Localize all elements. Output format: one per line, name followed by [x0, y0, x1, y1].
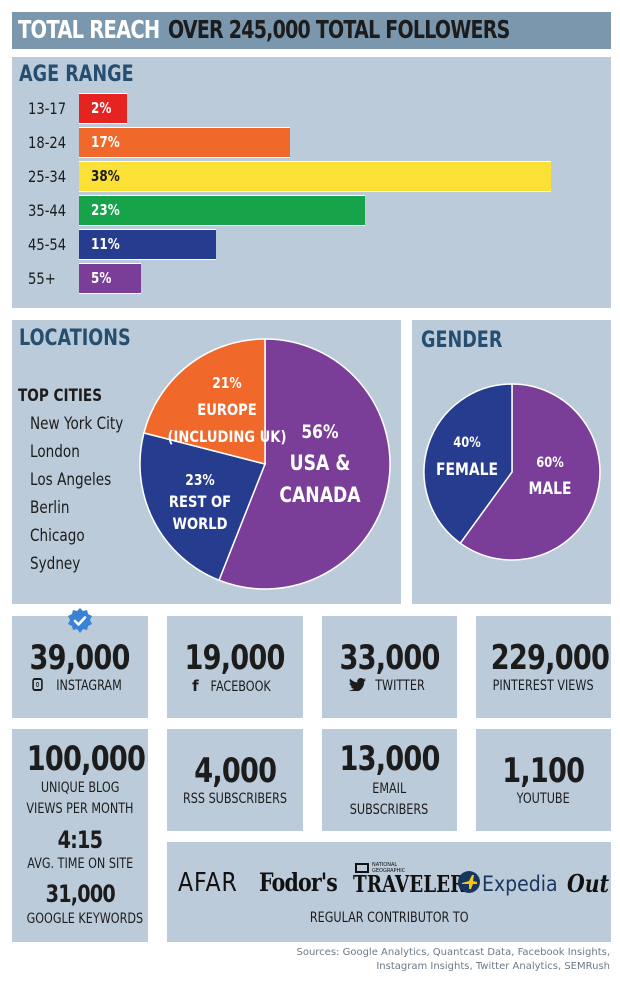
age-bar-value: 11%: [91, 235, 120, 253]
afar-logo: AFAR: [178, 868, 238, 898]
rss-stat: 4,000 RSS SUBSCRIBERS: [167, 729, 303, 831]
pinterest-stat: 229,000 PINTEREST VIEWS: [476, 616, 611, 718]
pie-slice-label: WORLD: [173, 515, 228, 534]
natgeo-border-icon: [355, 863, 369, 873]
pie-slice-label: (INCLUDING UK): [168, 428, 287, 447]
instagram-icon: [31, 678, 43, 691]
email-stat: 13,000 EMAIL SUBSCRIBERS: [322, 729, 457, 831]
pie-slice-percent: 60%: [536, 455, 564, 471]
email-label-2: SUBSCRIBERS: [350, 802, 429, 818]
age-bar-value: 5%: [91, 269, 112, 287]
pie-slice: [459, 383, 601, 561]
city-item: Los Angeles: [30, 470, 112, 490]
pie-slice-label: EUROPE: [197, 401, 256, 420]
gender-title: GENDER: [421, 328, 503, 353]
out-logo: Out: [567, 869, 610, 898]
age-bar: 23%: [79, 195, 365, 226]
contributor-panel: AFAR Fodor's NATIONAL GEOGRAPHIC TRAVELE…: [167, 842, 611, 942]
header-subtitle: OVER 245,000 TOTAL FOLLOWERS: [168, 15, 510, 44]
youtube-stat: 1,100 YOUTUBE: [476, 729, 611, 831]
pie-slice-label: MALE: [528, 479, 571, 499]
keywords-value: 31,000: [45, 880, 115, 908]
age-bar-value: 17%: [91, 133, 120, 151]
gender-pie-chart: 60% MALE 40% FEMALE: [423, 383, 601, 561]
age-bar: 17%: [79, 127, 291, 158]
pie-slice: [218, 338, 391, 590]
youtube-label: YOUTUBE: [516, 791, 571, 807]
age-range-title: AGE RANGE: [19, 62, 134, 87]
traveler-logo: TRAVELER: [353, 871, 466, 898]
twitter-label: TWITTER: [374, 678, 425, 694]
twitter-stat: 33,000 TWITTER: [322, 616, 457, 718]
email-value: 13,000: [339, 739, 440, 779]
twitter-bird-icon: [348, 677, 366, 692]
city-item: Berlin: [30, 498, 70, 518]
pie-slice: [139, 432, 267, 582]
age-category-label: 18-24: [28, 133, 67, 152]
age-category-label: 35-44: [28, 201, 67, 220]
header-bar: TOTAL REACH OVER 245,000 TOTAL FOLLOWERS: [12, 12, 611, 49]
pie-slice: [423, 383, 513, 545]
facebook-label: FACEBOOK: [210, 679, 271, 695]
city-item: London: [30, 442, 80, 462]
expedia-logo: Expedia: [482, 872, 558, 896]
keywords-label: GOOGLE KEYWORDS: [26, 911, 144, 927]
age-bar: 11%: [79, 229, 216, 260]
top-cities-label: TOP CITIES: [18, 386, 103, 406]
header-title: TOTAL REACH: [18, 15, 160, 44]
pie-slice-label: CANADA: [279, 482, 360, 507]
age-bar: 5%: [79, 263, 142, 294]
sources-line-1: Sources: Google Analytics, Quantcast Dat…: [296, 947, 610, 958]
rss-label: RSS SUBSCRIBERS: [182, 791, 288, 807]
age-category-label: 55+: [28, 269, 56, 288]
age-bar-value: 23%: [91, 201, 120, 219]
pie-slice-label: REST OF: [169, 493, 231, 512]
pie-slice-percent: 56%: [301, 422, 338, 444]
blog-views-value: 100,000: [26, 739, 146, 779]
rss-value: 4,000: [193, 751, 277, 791]
verified-badge-icon: [66, 607, 94, 635]
twitter-value: 33,000: [339, 638, 440, 678]
age-bar-value: 2%: [91, 99, 112, 117]
pie-slice: [143, 338, 266, 465]
avg-time-value: 4:15: [57, 826, 103, 854]
sources-line-2: Instagram Insights, Twitter Analytics, S…: [376, 961, 610, 972]
age-bar: 38%: [79, 161, 551, 192]
pie-slice-percent: 21%: [212, 375, 242, 392]
blog-views-label-2: VIEWS PER MONTH: [26, 801, 134, 817]
facebook-stat: 19,000 f FACEBOOK: [167, 616, 303, 718]
locations-title: LOCATIONS: [19, 326, 131, 351]
age-category-label: 13-17: [28, 99, 67, 118]
blog-stat: 100,000 UNIQUE BLOG VIEWS PER MONTH 4:15…: [12, 729, 148, 942]
age-category-label: 25-34: [28, 167, 67, 186]
blog-views-label-1: UNIQUE BLOG: [40, 780, 120, 796]
instagram-value: 39,000: [29, 638, 131, 678]
natgeo-small-text: NATIONAL GEOGRAPHIC: [372, 862, 406, 874]
city-item: New York City: [30, 414, 124, 434]
age-category-label: 45-54: [28, 235, 67, 254]
pie-slice-label: USA &: [290, 450, 351, 475]
instagram-label: INSTAGRAM: [55, 678, 122, 694]
pie-slice-percent: 40%: [453, 435, 481, 451]
instagram-stat: 39,000 INSTAGRAM: [12, 616, 148, 718]
facebook-value: 19,000: [184, 638, 286, 678]
age-bar-value: 38%: [91, 167, 120, 185]
city-item: Chicago: [30, 526, 85, 546]
pinterest-value: 229,000: [490, 638, 610, 678]
city-item: Sydney: [30, 554, 81, 574]
locations-pie-chart: 56% USA & CANADA 23% REST OF WORLD 21% EUROPE (I…: [139, 338, 391, 590]
contributor-label: REGULAR CONTRIBUTOR TO: [309, 910, 469, 926]
age-bar: 2%: [79, 93, 127, 124]
avg-time-label: AVG. TIME ON SITE: [27, 856, 133, 872]
fodors-logo: Fodor's: [259, 868, 338, 897]
pie-slice-percent: 23%: [185, 472, 215, 489]
facebook-icon: f: [192, 677, 199, 695]
youtube-value: 1,100: [502, 751, 585, 791]
pie-slice-label: FEMALE: [436, 460, 498, 480]
email-label-1: EMAIL: [372, 781, 407, 797]
pinterest-label: PINTEREST VIEWS: [493, 678, 594, 694]
expedia-plane-icon: [458, 871, 480, 893]
